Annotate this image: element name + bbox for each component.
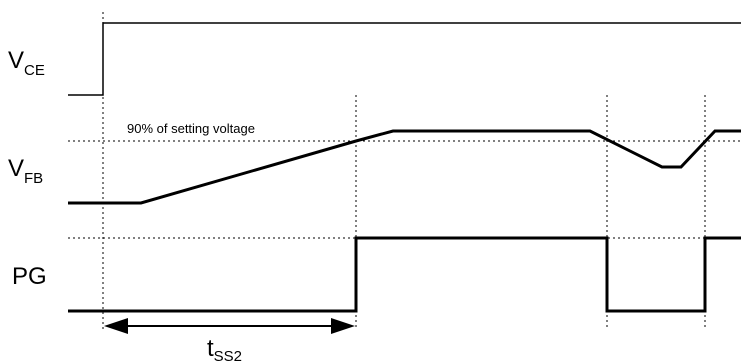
pg-label: PG: [12, 263, 47, 290]
vfb-trace: [68, 129, 741, 205]
tss2-label: tSS2: [207, 335, 242, 363]
tss2-arrow-right-icon: [331, 318, 355, 334]
tss2-arrow-left-icon: [104, 318, 128, 334]
vfb-label: VFB: [8, 155, 43, 187]
pg-trace: [68, 236, 741, 313]
threshold-label: 90% of setting voltage: [127, 121, 255, 136]
vce-trace: [68, 22, 741, 96]
vce-label: VCE: [8, 47, 45, 79]
